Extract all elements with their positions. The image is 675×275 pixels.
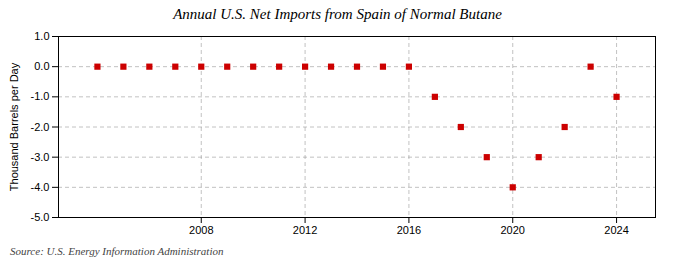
svg-text:2024: 2024 — [604, 224, 628, 236]
svg-text:1.0: 1.0 — [34, 30, 49, 42]
svg-text:2020: 2020 — [500, 224, 524, 236]
html-text:Source: U.S. Energy Informatio: Source: U.S. Energy Information Administ… — [10, 245, 224, 257]
svg-text:-3.0: -3.0 — [31, 151, 50, 163]
svg-text:0.0: 0.0 — [34, 60, 49, 72]
svg-text:2016: 2016 — [397, 224, 421, 236]
html-text:Annual U.S. Net Imports from S: Annual U.S. Net Imports from Spain of No… — [173, 6, 502, 22]
svg-text:2012: 2012 — [293, 224, 317, 236]
svg-text:-5.0: -5.0 — [31, 211, 50, 223]
svg-text:-1.0: -1.0 — [31, 90, 50, 102]
svg-text:Thousand Barrels per Day: Thousand Barrels per Day — [8, 62, 20, 191]
svg-text:2008: 2008 — [189, 224, 213, 236]
svg-text:-2.0: -2.0 — [31, 121, 50, 133]
svg-text:-4.0: -4.0 — [31, 181, 50, 193]
